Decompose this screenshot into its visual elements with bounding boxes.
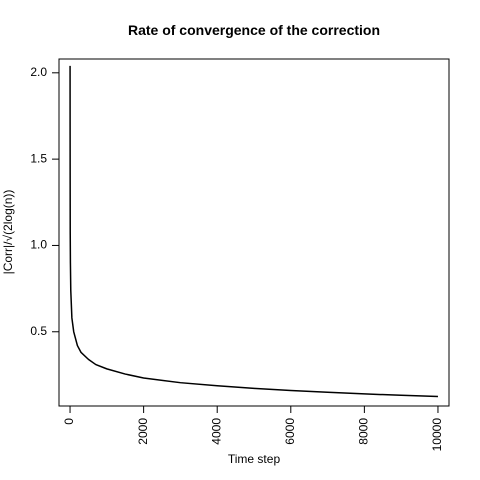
plot-frame (58, 58, 450, 407)
series-line (69, 65, 438, 398)
x-tick-label: 2000 (136, 418, 150, 445)
y-axis-title: |Corr|/√(2log(n)) (1, 190, 15, 275)
y-tick-label: 1.5 (30, 151, 47, 165)
x-axis: 0 2000 4000 6000 8000 10000 (62, 405, 444, 452)
x-tick-label: 0 (62, 418, 76, 425)
x-tick-label: 10000 (430, 418, 444, 452)
x-tick-label: 8000 (357, 418, 371, 445)
y-tick-label: 0.5 (30, 324, 47, 338)
y-tick-label: 2.0 (30, 65, 47, 79)
series-layer (69, 65, 438, 398)
x-tick-label: 4000 (209, 418, 223, 445)
y-tick-label: 1.0 (30, 238, 47, 252)
x-axis-title: Time step (228, 452, 281, 466)
y-axis: 0.5 1.0 1.5 2.0 (30, 65, 60, 338)
x-tick-label: 6000 (283, 418, 297, 445)
chart-title: Rate of convergence of the correction (128, 22, 380, 38)
